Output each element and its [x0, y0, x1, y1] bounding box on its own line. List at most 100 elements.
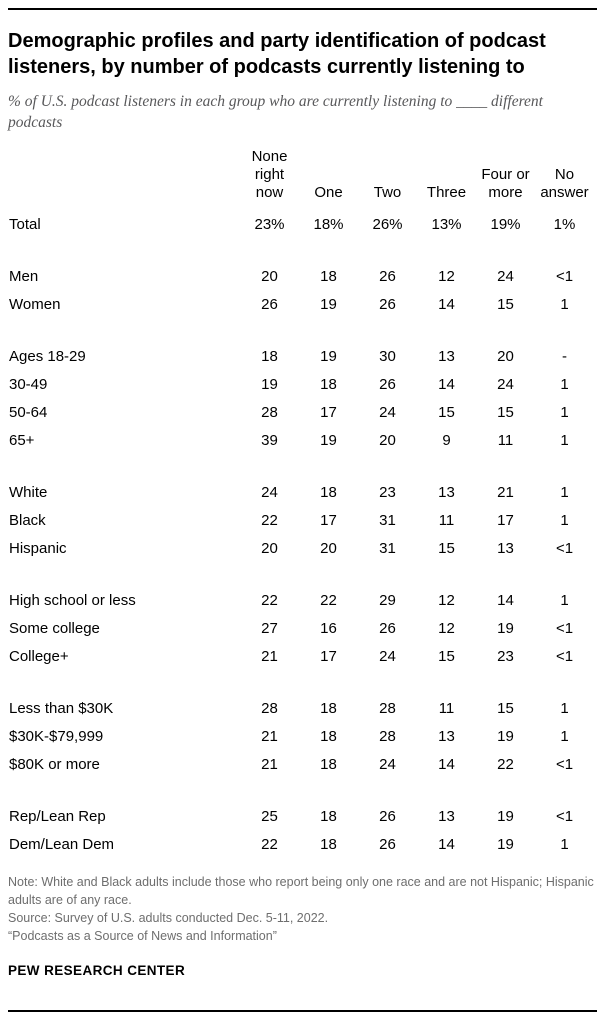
- row-label: Total: [9, 216, 41, 234]
- value-cell: 21: [261, 728, 278, 746]
- row-label: Some college: [9, 620, 100, 638]
- value-cell: 15: [497, 404, 514, 422]
- value-cell: 1: [560, 404, 569, 422]
- value-cell: 23: [379, 484, 396, 502]
- table-row: 50-64 28 17 24 15 15 1: [8, 399, 597, 427]
- table-row: College+ 21 17 24 15 23 <1: [8, 643, 597, 671]
- value-cell: 30: [379, 348, 396, 366]
- column-header: Four or more: [481, 165, 530, 201]
- value-cell: 20: [261, 540, 278, 558]
- table-row: High school or less 22 22 29 12 14 1: [8, 587, 597, 615]
- value-cell: 13: [438, 728, 455, 746]
- value-cell: 28: [379, 700, 396, 718]
- value-cell: 13%: [431, 216, 462, 234]
- value-cell: 29: [379, 592, 396, 610]
- row-label: College+: [9, 648, 69, 666]
- value-cell: 24: [379, 404, 396, 422]
- value-cell: 22: [261, 836, 278, 854]
- value-cell: 16: [320, 620, 337, 638]
- value-cell: 1: [560, 512, 569, 530]
- row-group: Men 20 18 26 12 24 <1 Women 26 19 26 14 15 1: [8, 263, 597, 319]
- table-row: Men 20 18 26 12 24 <1: [8, 263, 597, 291]
- value-cell: 19: [261, 376, 278, 394]
- value-cell: 22: [261, 512, 278, 530]
- value-cell: 21: [261, 756, 278, 774]
- value-cell: 1: [560, 836, 569, 854]
- value-cell: 9: [442, 432, 451, 450]
- table-row: Women 26 19 26 14 15 1: [8, 291, 597, 319]
- table-row: $30K-$79,999 21 18 28 13 19 1: [8, 723, 597, 751]
- row-label: White: [9, 484, 48, 502]
- value-cell: <1: [555, 620, 574, 638]
- value-cell: 1%: [553, 216, 576, 234]
- value-cell: 18: [320, 836, 337, 854]
- value-cell: 20: [497, 348, 514, 366]
- value-cell: 11: [438, 700, 455, 718]
- value-cell: 26: [379, 296, 396, 314]
- column-header: One: [314, 183, 343, 201]
- value-cell: 28: [379, 728, 396, 746]
- column-header: Two: [373, 183, 402, 201]
- column-header: Three: [426, 183, 467, 201]
- table-row: Ages 18-29 18 19 30 13 20 -: [8, 343, 597, 371]
- value-cell: 14: [438, 756, 455, 774]
- value-cell: 18: [320, 756, 337, 774]
- table-row: Less than $30K 28 18 28 11 15 1: [8, 695, 597, 723]
- value-cell: 1: [560, 592, 569, 610]
- value-cell: -: [562, 348, 567, 366]
- row-label: $30K-$79,999: [9, 728, 104, 746]
- value-cell: 24: [379, 756, 396, 774]
- row-group: Total 23% 18% 26% 13% 19% 1%: [8, 211, 597, 239]
- value-cell: 22: [497, 756, 514, 774]
- value-cell: 28: [261, 700, 278, 718]
- value-cell: 25: [261, 808, 278, 826]
- table-row: Some college 27 16 26 12 19 <1: [8, 615, 597, 643]
- value-cell: 24: [497, 268, 514, 286]
- value-cell: 19%: [490, 216, 521, 234]
- value-cell: 31: [379, 540, 396, 558]
- value-cell: 21: [261, 648, 278, 666]
- value-cell: <1: [555, 808, 574, 826]
- value-cell: 26: [261, 296, 278, 314]
- row-label: Hispanic: [9, 540, 67, 558]
- value-cell: 12: [438, 592, 455, 610]
- value-cell: <1: [555, 648, 574, 666]
- value-cell: 15: [438, 540, 455, 558]
- value-cell: 19: [320, 296, 337, 314]
- value-cell: 22: [261, 592, 278, 610]
- value-cell: 39: [261, 432, 278, 450]
- value-cell: 17: [320, 404, 337, 422]
- value-cell: <1: [555, 268, 574, 286]
- value-cell: 11: [497, 432, 514, 450]
- value-cell: 21: [497, 484, 514, 502]
- row-label: $80K or more: [9, 756, 100, 774]
- source-text: Source: Survey of U.S. adults conducted …: [8, 911, 329, 926]
- row-label: 30-49: [9, 376, 48, 394]
- value-cell: 19: [497, 728, 514, 746]
- value-cell: 18: [320, 268, 337, 286]
- table-row: 30-49 19 18 26 14 24 1: [8, 371, 597, 399]
- value-cell: 1: [560, 484, 569, 502]
- value-cell: 12: [438, 268, 455, 286]
- row-group: Ages 18-29 18 19 30 13 20-30-49 19 18 26 14 24 1 50-…: [8, 343, 597, 455]
- row-label: Women: [9, 296, 61, 314]
- value-cell: 24: [261, 484, 278, 502]
- row-label: Less than $30K: [9, 700, 114, 718]
- value-cell: 18: [320, 484, 337, 502]
- data-table: None right now One Two Three Four or more No …: [8, 148, 597, 859]
- value-cell: 23: [497, 648, 514, 666]
- value-cell: 24: [379, 648, 396, 666]
- value-cell: 19: [320, 432, 337, 450]
- value-cell: 13: [438, 484, 455, 502]
- value-cell: 15: [497, 700, 514, 718]
- value-cell: 15: [497, 296, 514, 314]
- table-row: White 24 18 23 13 21 1: [8, 479, 597, 507]
- table-row: Rep/Lean Rep 25 18 26 13 19 <1: [8, 803, 597, 831]
- value-cell: 14: [497, 592, 514, 610]
- table-row: Dem/Lean Dem 22 18 26 14 19 1: [8, 831, 597, 859]
- row-label: Rep/Lean Rep: [9, 808, 106, 826]
- page-subtitle: % of U.S. podcast listeners in each grou…: [8, 93, 543, 131]
- value-cell: 20: [261, 268, 278, 286]
- value-cell: 15: [438, 404, 455, 422]
